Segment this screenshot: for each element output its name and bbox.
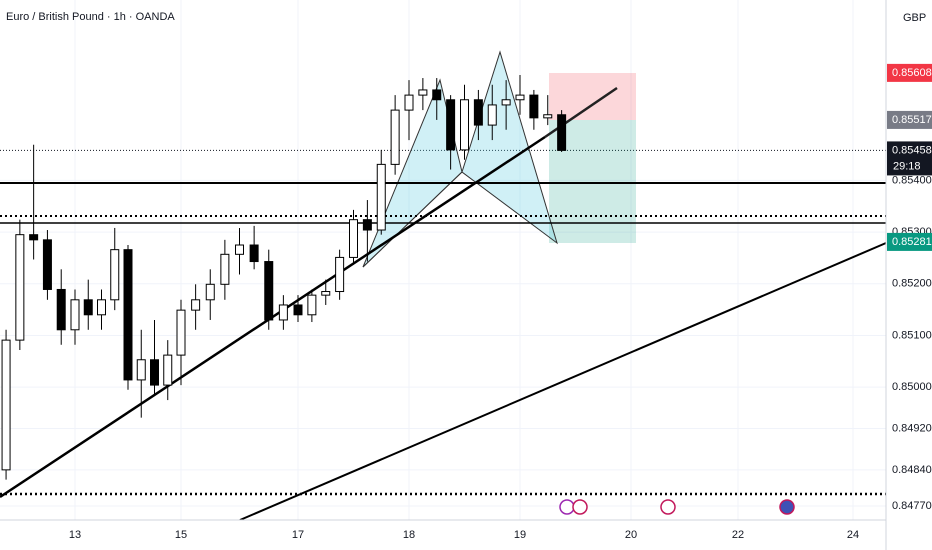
event-icon — [572, 499, 588, 515]
candle-body — [235, 244, 244, 255]
price-marker-label: 0.85281 — [892, 236, 932, 248]
y-tick-label: 0.85400 — [892, 174, 932, 186]
candle-body — [15, 234, 25, 341]
x-tick-label: 13 — [69, 529, 81, 541]
candle-body — [264, 261, 274, 321]
y-tick-label: 0.85100 — [892, 329, 932, 341]
candle-body — [97, 299, 106, 316]
candle-body — [515, 94, 525, 101]
candle-body — [70, 299, 80, 331]
currency: GBP — [903, 12, 926, 24]
candle-body — [83, 299, 93, 316]
candle-body — [376, 163, 386, 231]
price-marker-label: 0.85608 — [892, 67, 932, 79]
x-tick-label: 18 — [403, 529, 415, 541]
x-tick-label: 15 — [175, 529, 187, 541]
candle-body — [150, 359, 159, 386]
candle-body — [1, 339, 11, 471]
candle-body — [543, 114, 553, 119]
candle-body — [390, 109, 400, 165]
candles — [1, 74, 567, 480]
countdown: 29:18 — [893, 160, 921, 172]
candle-body — [487, 104, 497, 126]
candle-body — [56, 288, 66, 331]
chart-title: Euro / British Pound · 1h · OANDA — [6, 11, 175, 23]
price-marker — [887, 63, 932, 82]
candle-body — [191, 299, 201, 311]
axes: 0.854000.853000.852000.851000.850000.849… — [69, 63, 932, 541]
candle-body — [349, 219, 358, 258]
candle-body — [321, 291, 331, 296]
candle-body — [220, 253, 230, 285]
candle-body — [418, 89, 428, 96]
y-tick-label: 0.84770 — [892, 500, 932, 512]
trend-line — [239, 242, 887, 521]
candle-body — [362, 219, 372, 231]
y-tick-label: 0.85200 — [892, 278, 932, 290]
candle-body — [432, 89, 442, 101]
event-icon — [779, 499, 795, 515]
x-tick-label: 17 — [292, 529, 304, 541]
price-marker-label: 0.85517 — [892, 114, 932, 126]
x-tick-label: 24 — [847, 529, 859, 541]
x-tick-label: 22 — [732, 529, 744, 541]
y-tick-label: 0.84920 — [892, 422, 932, 434]
price-marker — [887, 141, 932, 176]
candle-body — [163, 354, 173, 386]
candle-body — [42, 239, 52, 290]
pattern-line — [362, 171, 463, 268]
candle-body — [123, 249, 133, 381]
candle-body — [136, 359, 146, 381]
candle-body — [205, 283, 215, 301]
candle-body — [460, 99, 469, 151]
x-tick-label: 20 — [625, 529, 637, 541]
event-icon — [660, 499, 676, 515]
candle-body — [501, 99, 511, 106]
x-tick-label: 19 — [514, 529, 526, 541]
price-axis — [886, 0, 932, 550]
candle-body — [307, 294, 317, 316]
price-marker-label: 0.85458 — [892, 144, 932, 156]
candle-body — [176, 309, 186, 356]
candle-body — [557, 114, 567, 151]
candle-body — [293, 304, 303, 316]
event-icon — [559, 499, 575, 515]
event-icons — [559, 499, 795, 515]
candle-body — [404, 94, 414, 111]
stop-zone — [549, 73, 636, 120]
candle-body — [249, 244, 259, 263]
price-marker — [887, 110, 932, 129]
y-tick-label: 0.85000 — [892, 381, 932, 393]
candle-body — [110, 249, 120, 301]
time-axis — [0, 520, 886, 550]
trend-line — [544, 86, 618, 139]
candle-body — [335, 256, 345, 293]
candle-body — [529, 94, 539, 119]
candle-body — [473, 99, 483, 126]
candle-body — [278, 304, 288, 321]
y-tick-label: 0.84840 — [892, 464, 932, 476]
candle-body — [29, 234, 39, 241]
candle-body — [446, 99, 456, 151]
price-marker — [887, 232, 932, 251]
